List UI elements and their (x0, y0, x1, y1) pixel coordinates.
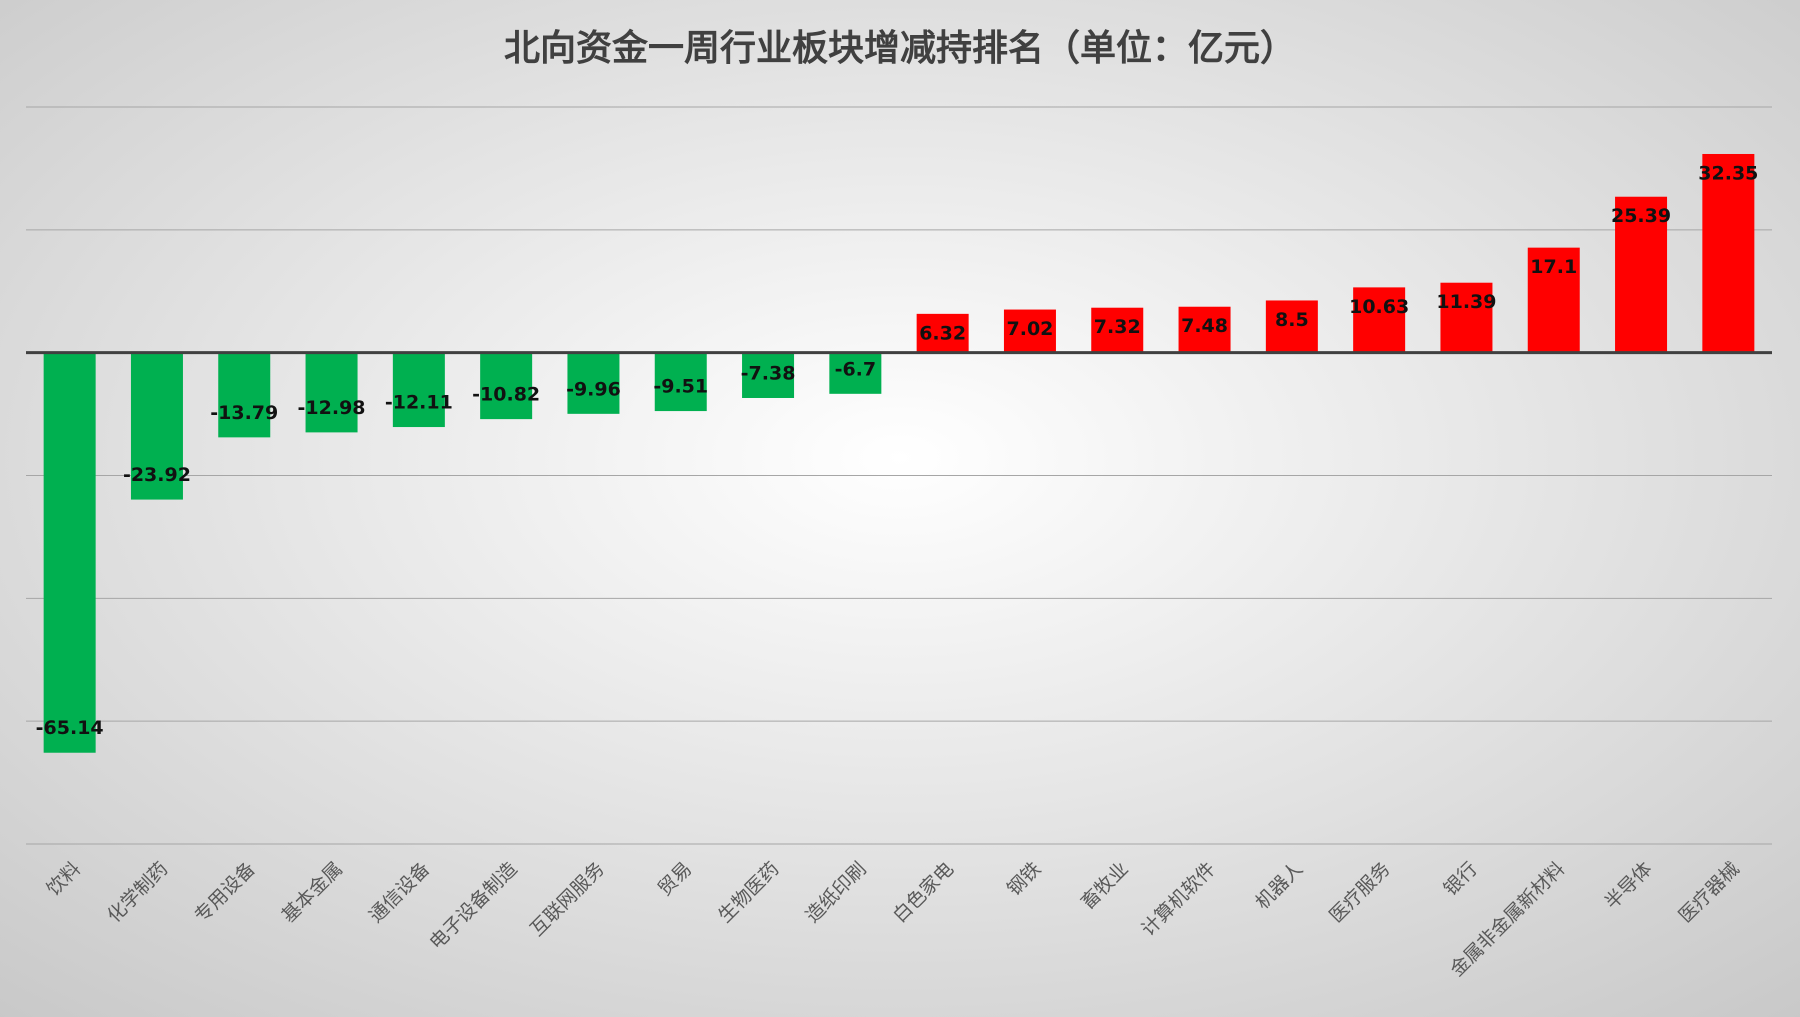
data-label: -10.82 (472, 384, 540, 406)
data-label: -7.38 (741, 362, 796, 384)
bar (1527, 247, 1580, 353)
data-label: 25.39 (1611, 205, 1671, 227)
bar (480, 352, 533, 420)
data-label: 10.63 (1349, 296, 1409, 318)
data-label: -12.98 (298, 397, 366, 419)
bar (654, 352, 707, 412)
data-label: -13.79 (210, 402, 278, 424)
bar (1702, 153, 1755, 353)
bar (218, 352, 271, 438)
data-label: -23.92 (123, 464, 191, 486)
bar (1091, 307, 1144, 353)
bar (567, 352, 620, 414)
bar (130, 352, 183, 500)
data-label: -9.51 (653, 376, 708, 398)
bar (829, 352, 882, 394)
bar (392, 352, 445, 428)
data-label: 7.48 (1181, 315, 1228, 337)
data-label: 6.32 (919, 322, 966, 344)
data-label: 17.1 (1530, 256, 1577, 278)
bar (1353, 287, 1406, 353)
bar (742, 352, 795, 398)
data-label: -12.11 (385, 392, 453, 414)
bar (1615, 196, 1668, 353)
data-label: 7.02 (1007, 318, 1054, 340)
bar (1265, 300, 1318, 353)
bar (305, 352, 358, 433)
data-label: 7.32 (1094, 316, 1141, 338)
data-label: 8.5 (1275, 309, 1309, 331)
data-label: -6.7 (835, 358, 877, 380)
data-label: -65.14 (36, 717, 104, 739)
chart-title: 北向资金一周行业板块增减持排名（单位：亿元） (504, 27, 1296, 69)
data-label: 11.39 (1436, 291, 1496, 313)
bar (1440, 282, 1493, 353)
data-label: 32.35 (1698, 162, 1758, 184)
bar (43, 352, 96, 753)
bar (916, 313, 969, 353)
data-label: -9.96 (566, 378, 621, 400)
bar (1003, 309, 1056, 353)
bar (1178, 306, 1231, 353)
